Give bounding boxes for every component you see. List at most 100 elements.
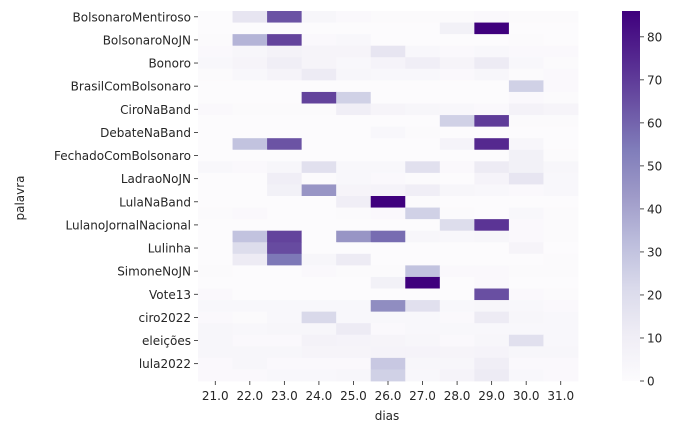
heatmap-cell [508,161,544,174]
heatmap-cell [474,103,510,116]
heatmap-cell [198,300,233,313]
heatmap-cell [508,323,544,336]
heatmap-cell [405,230,441,243]
heatmap-cell [336,300,372,313]
heatmap-cell [405,57,441,70]
heatmap-cell [336,138,372,151]
heatmap-cell [198,45,233,58]
heatmap-cell [232,80,268,93]
heatmap-cell [508,57,544,70]
heatmap-cell [474,253,510,266]
heatmap-cell [198,80,233,93]
heatmap-cell [439,91,475,104]
heatmap-cell [474,196,510,208]
heatmap-cell [474,161,510,174]
heatmap-cell [301,11,337,23]
heatmap-cell [336,265,372,278]
heatmap-cell [543,138,579,151]
heatmap-cell [336,91,372,104]
heatmap-cell [474,22,510,35]
heatmap-cell [267,369,303,382]
heatmap-cell [232,357,268,370]
heatmap-cell [336,172,372,185]
heatmap-cell [508,265,544,278]
heatmap-cell [439,230,475,243]
y-tick-label: LulanoJornalNacional [65,218,191,232]
heatmap-cell [301,219,337,232]
heatmap-cell [198,11,233,23]
heatmap-cell [405,311,441,324]
y-axis-ticks: BolsonaroMentiroso BolsonaroNoJN Bonoro Bra… [54,10,198,371]
heatmap-cell [474,230,510,243]
heatmap-cell [439,369,475,382]
heatmap-cell [267,126,303,139]
heatmap-cell [439,172,475,185]
heatmap-cell [301,230,337,243]
heatmap-cell [370,115,406,128]
heatmap-cell [439,149,475,162]
heatmap-cell [439,138,475,151]
heatmap-cell [232,126,268,139]
heatmap-cell [336,369,372,382]
heatmap-cell [198,196,233,208]
heatmap-cell [267,115,303,128]
heatmap-cell [267,334,303,347]
heatmap-cell [267,265,303,278]
heatmap-cell [267,149,303,162]
heatmap-cell [439,219,475,232]
heatmap-cell [405,45,441,58]
y-tick-label: BolsonaroNoJN [103,33,191,47]
heatmap-cell [508,288,544,301]
heatmap-cell [543,369,579,382]
heatmap-cell [508,11,544,23]
heatmap-cell [405,149,441,162]
heatmap-cell [198,126,233,139]
heatmap-cell [405,369,441,382]
heatmap-cell [232,265,268,278]
heatmap-cell [267,357,303,370]
heatmap-cell [439,126,475,139]
heatmap-cell [508,22,544,35]
heatmap-cell [301,346,337,359]
heatmap-cell [198,34,233,47]
heatmap-cell [336,161,372,174]
heatmap-cell [370,80,406,93]
heatmap-cell [301,138,337,151]
heatmap-cell [370,357,406,370]
heatmap-cell [301,323,337,336]
heatmap-cell [232,300,268,313]
heatmap-cell [198,57,233,70]
heatmap-cell [543,265,579,278]
colorbar-tick-label: 40 [647,202,662,216]
heatmap-cell [370,369,406,382]
heatmap-cell [267,230,303,243]
heatmap-cell [336,196,372,208]
heatmap-cell [405,357,441,370]
heatmap-cell [232,57,268,70]
heatmap-cell [508,68,544,81]
heatmap-cell [508,172,544,185]
heatmap-cell [370,196,406,208]
heatmap-cell [405,219,441,232]
heatmap-cell [474,300,510,313]
heatmap-cell [198,311,233,324]
heatmap-cell [543,300,579,313]
heatmap-cell [474,242,510,255]
heatmap-cell [508,34,544,47]
heatmap-cell [508,334,544,347]
heatmap-cell [543,126,579,139]
y-tick-label: LadraoNoJN [121,172,191,186]
heatmap-cell [508,300,544,313]
heatmap-cell [474,149,510,162]
x-tick-label: 27.0 [409,389,436,403]
heatmap-cell [543,230,579,243]
heatmap-cell [474,138,510,151]
heatmap-cell [267,68,303,81]
heatmap-cell [439,115,475,128]
heatmap-cell [301,115,337,128]
heatmap-cell [508,230,544,243]
heatmap-cell [232,334,268,347]
heatmap-cell [405,115,441,128]
heatmap-cell [370,149,406,162]
